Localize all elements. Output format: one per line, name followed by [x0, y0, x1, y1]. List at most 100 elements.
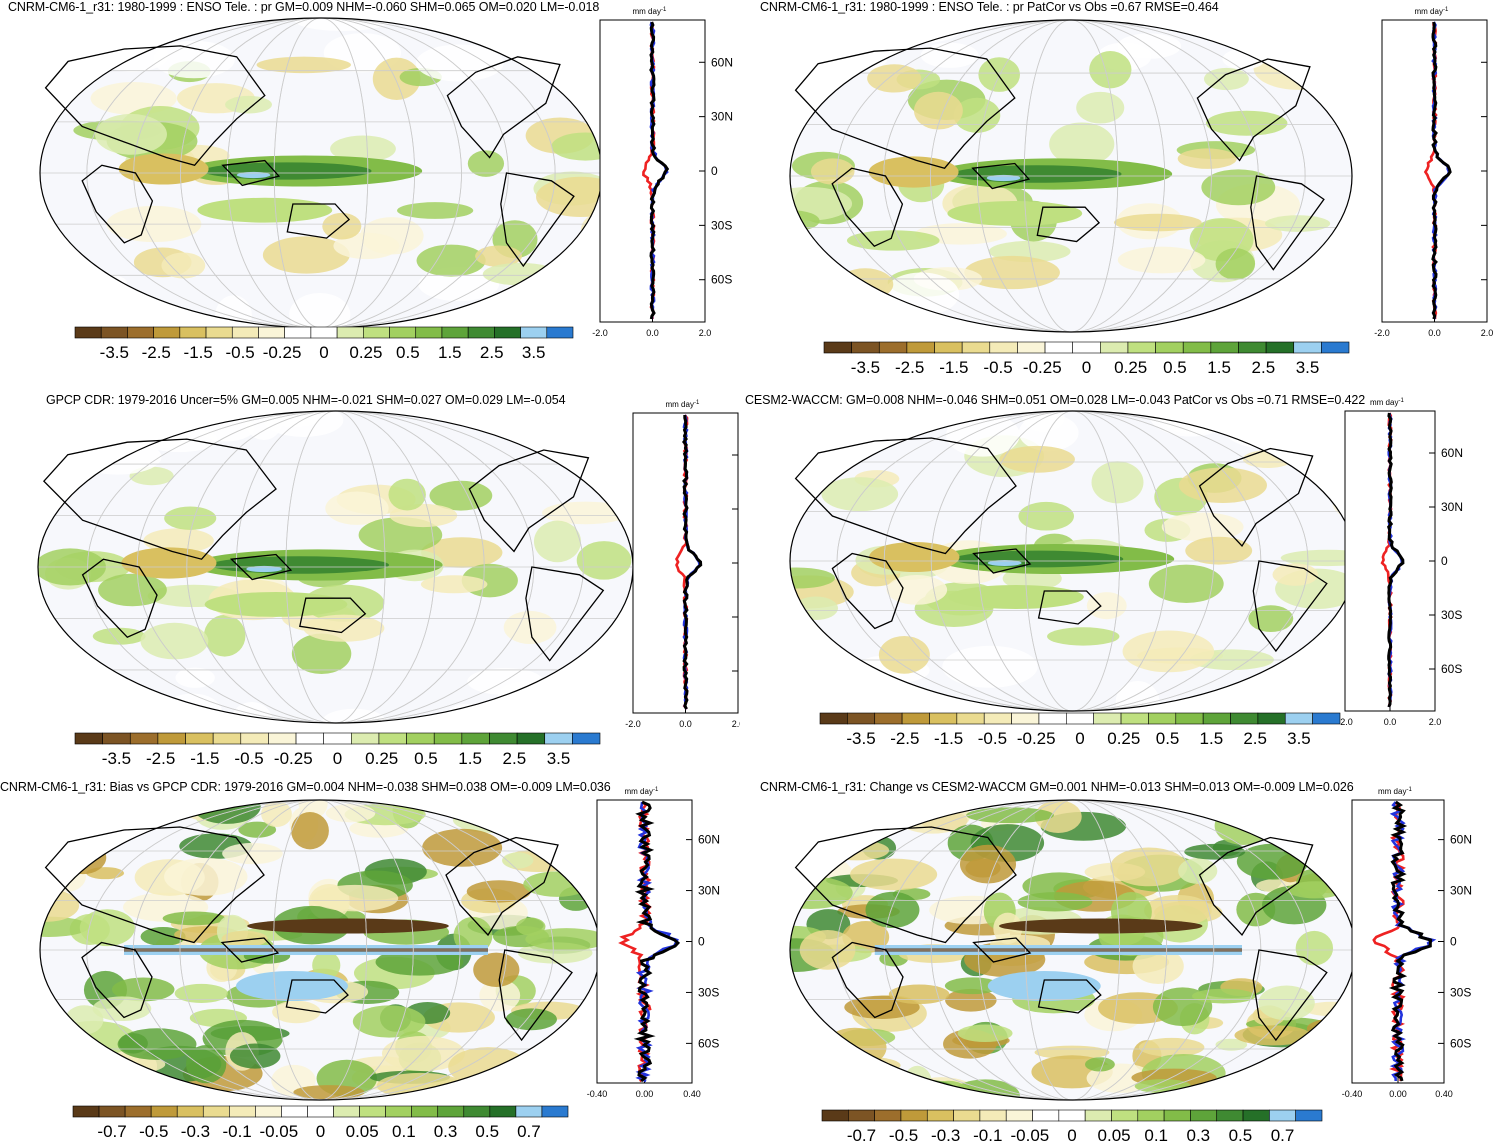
panel-model-enso-patcor: CNRM-CM6-1_r31: 1980-1999 : ENSO Tele. :… [752, 0, 1493, 380]
anomaly-blob [40, 852, 95, 866]
anomaly-blob [40, 916, 90, 937]
lat-tick-label: 30N [711, 110, 733, 124]
colorbar-labels: -3.5 -2.5 -1.5 -0.5 -0.25 0 0.25 0.5 1.5 2.5 3.5 [851, 358, 1320, 377]
anomaly-blob [113, 1071, 160, 1090]
lat-tick-label: 60S [698, 1036, 719, 1050]
colorbar-swatch [874, 712, 903, 725]
colorbar-label: -0.5 [983, 358, 1012, 377]
anomaly-blob [1248, 605, 1294, 632]
colorbar-swatch [847, 712, 876, 725]
spcz [947, 200, 1083, 226]
anomaly-blob [229, 1043, 281, 1069]
anomaly-blob [163, 693, 222, 723]
anomaly-blob [508, 1059, 594, 1085]
units-label: mm day-1 [633, 7, 667, 16]
anomaly-blob [467, 667, 544, 695]
map-border [789, 19, 1353, 333]
colorbar-label: 3.5 [522, 343, 546, 362]
colorbar-swatch [1044, 341, 1073, 354]
anomaly-blob [473, 952, 520, 987]
colorbar-swatch [961, 341, 991, 354]
colorbar-label: 0.5 [414, 749, 438, 765]
anomaly-blob [1178, 467, 1267, 503]
colorbar-label: 0.7 [1271, 1126, 1295, 1141]
anomaly-blob [111, 977, 175, 1002]
anomaly-blob [946, 413, 1020, 457]
colorbar-swatch [851, 341, 880, 354]
anomaly-blob [42, 1067, 122, 1097]
anomaly-blob [311, 884, 399, 912]
colorbar-swatch [544, 732, 573, 745]
colorbar-swatch [546, 326, 574, 339]
x-tick-label: 2.0 [699, 328, 712, 338]
colorbar-swatch [1257, 712, 1286, 725]
lat-tick-label: 30S [1441, 608, 1462, 622]
colorbar-label: 0 [1075, 729, 1084, 748]
colorbar-label: -0.25 [1017, 729, 1056, 748]
colorbar-swatch [433, 732, 463, 745]
lat-tick-label: 0 [1441, 554, 1448, 568]
colorbar-swatch [1295, 1109, 1323, 1122]
colorbar: -0.7 -0.5 -0.3 -0.1 -0.05 0 0.05 0.1 0.3 0.5 0.7 [72, 1105, 569, 1141]
colorbar-swatch [157, 732, 186, 745]
anomaly-blob [945, 988, 997, 1012]
anomaly-blob [830, 1056, 901, 1075]
x-tick-label: -2.0 [1337, 717, 1353, 727]
anomaly-blob [1017, 892, 1093, 912]
anomaly-blob [325, 804, 376, 823]
continent-outline [468, 449, 590, 553]
colorbar-label: -2.5 [895, 358, 924, 377]
colorbar: -0.7 -0.5 -0.3 -0.1 -0.05 0 0.05 0.1 0.3 0.5 0.7 [821, 1109, 1323, 1141]
colorbar-label: 0 [333, 749, 342, 765]
colorbar-swatch [406, 732, 435, 745]
anomaly-blob [221, 930, 268, 948]
colorbar-swatch [72, 1105, 100, 1118]
colorbar-swatch [1038, 712, 1067, 725]
colorbar-swatch [268, 732, 297, 745]
anomaly-blob [1205, 110, 1288, 136]
anomaly-blob [330, 135, 396, 163]
colorbar-label: -0.05 [1011, 1126, 1050, 1141]
coastlines [794, 826, 1328, 1042]
colorbar-swatch [1155, 341, 1184, 354]
colorbar-swatch [1120, 712, 1149, 725]
anomaly-blob [790, 210, 820, 232]
continent-outline [831, 167, 904, 247]
lat-tick-label: 0 [1450, 935, 1457, 949]
anomaly-blob [1236, 843, 1309, 880]
colorbar-swatch [1202, 712, 1231, 725]
colorbar: -3.5 -2.5 -1.5 -0.5 -0.25 0 0.25 0.5 1.5 2.5 3.5 [823, 341, 1350, 377]
colorbar-label: 0 [1067, 1126, 1076, 1141]
anomaly-blob [1253, 47, 1345, 90]
world-map [38, 411, 633, 723]
colorbar-swatch [1084, 1109, 1112, 1122]
anomaly-blob [833, 23, 916, 41]
colorbar-label: 1.5 [438, 343, 462, 362]
x-tick-label: 0.40 [1435, 1089, 1453, 1099]
colorbar-swatch [1066, 712, 1094, 725]
colorbar-label: 1.5 [458, 749, 482, 765]
colorbar-swatch [956, 712, 985, 725]
colorbar-swatch [385, 1105, 412, 1118]
panel-model-enso: CNRM-CM6-1_r31: 1980-1999 : ENSO Tele. :… [0, 0, 740, 370]
colorbar-swatch [307, 1105, 334, 1118]
continent-outline [221, 159, 281, 187]
anomaly-blob [1215, 248, 1256, 280]
colorbar-swatch [441, 326, 469, 339]
colorbar-label: -0.1 [222, 1122, 251, 1141]
anomaly-blob [174, 983, 228, 1004]
anomaly-blob [1201, 169, 1276, 206]
colorbar-swatch [1005, 1109, 1033, 1122]
colorbar-swatch [1190, 1109, 1218, 1122]
colorbar: -3.5 -2.5 -1.5 -0.5 -0.25 0 0.25 0.5 1.5 2.5 3.5 [819, 712, 1341, 748]
lat-tick-label: 60N [711, 55, 733, 69]
anomaly-blob [539, 54, 586, 75]
colorbar-label: -1.5 [190, 749, 219, 765]
anomaly-blob [1178, 857, 1218, 884]
anomaly-blob [397, 202, 474, 219]
colorbar-swatch [515, 1105, 543, 1118]
colorbar-labels: -3.5 -2.5 -1.5 -0.5 -0.25 0 0.25 0.5 1.5 2.5 3.5 [102, 749, 571, 765]
anomaly-blob [92, 627, 146, 645]
colorbar-swatch [989, 341, 1018, 354]
continent-outline [81, 941, 153, 1019]
